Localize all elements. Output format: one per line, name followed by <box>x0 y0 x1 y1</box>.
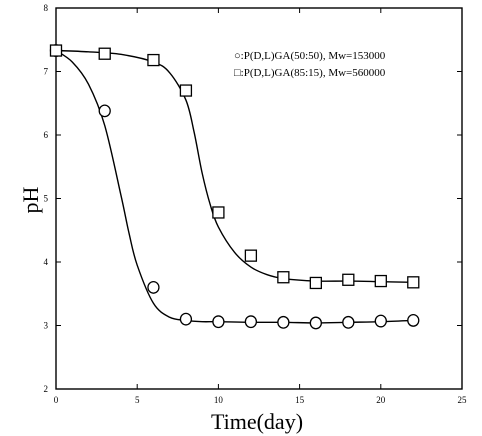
x-tick-label: 0 <box>54 395 59 405</box>
x-tick-label: 15 <box>295 395 305 405</box>
circle-marker <box>277 315 290 329</box>
legend-entry-circle: ○:P(D,L)GA(50:50), Mw=153000 <box>234 50 386 62</box>
square-marker <box>244 249 258 262</box>
square-marker <box>49 44 63 57</box>
circle-marker <box>309 316 322 330</box>
data-markers <box>49 44 420 330</box>
legend-entry-square: □:P(D,L)GA(85:15), Mw=560000 <box>234 67 386 79</box>
y-tick-label: 6 <box>44 130 49 140</box>
x-tick-label: 25 <box>458 395 468 405</box>
y-axis-title: pH <box>18 186 43 213</box>
circle-marker <box>147 280 160 294</box>
x-tick-label: 10 <box>214 395 224 405</box>
square-marker <box>277 271 290 284</box>
circle-marker <box>407 313 420 327</box>
fit-lines <box>55 49 414 324</box>
square-marker <box>147 53 160 67</box>
square-marker <box>374 274 387 288</box>
x-axis-title: Time(day) <box>211 409 303 434</box>
square-marker <box>98 47 111 60</box>
series-line-circle <box>55 49 414 324</box>
circle-marker <box>212 315 225 329</box>
plot-frame <box>55 7 463 390</box>
y-tick-label: 2 <box>44 384 49 394</box>
circle-marker <box>179 312 193 326</box>
square-marker <box>309 276 322 290</box>
x-tick-label: 5 <box>135 395 140 405</box>
square-marker <box>342 273 355 286</box>
y-tick-label: 8 <box>44 3 49 13</box>
x-axis-ticks: 0 5 10 15 20 25 <box>54 8 467 405</box>
y-tick-label: 3 <box>44 321 49 331</box>
series-line-square <box>55 49 414 284</box>
y-tick-label: 4 <box>44 257 49 267</box>
axes <box>55 7 463 390</box>
y-tick-label: 5 <box>44 194 49 204</box>
y-axis-ticks: 2 3 4 5 6 7 8 <box>44 3 462 394</box>
circle-marker <box>374 314 387 328</box>
y-tick-label: 7 <box>44 67 49 77</box>
legend: ○:P(D,L)GA(50:50), Mw=153000 □:P(D,L)GA(… <box>234 50 386 79</box>
x-tick-label: 20 <box>376 395 386 405</box>
circle-marker <box>342 315 355 329</box>
circle-marker <box>98 104 111 118</box>
circle-marker <box>244 315 258 329</box>
square-marker <box>212 206 225 219</box>
square-marker <box>407 276 420 289</box>
square-marker <box>179 84 193 97</box>
